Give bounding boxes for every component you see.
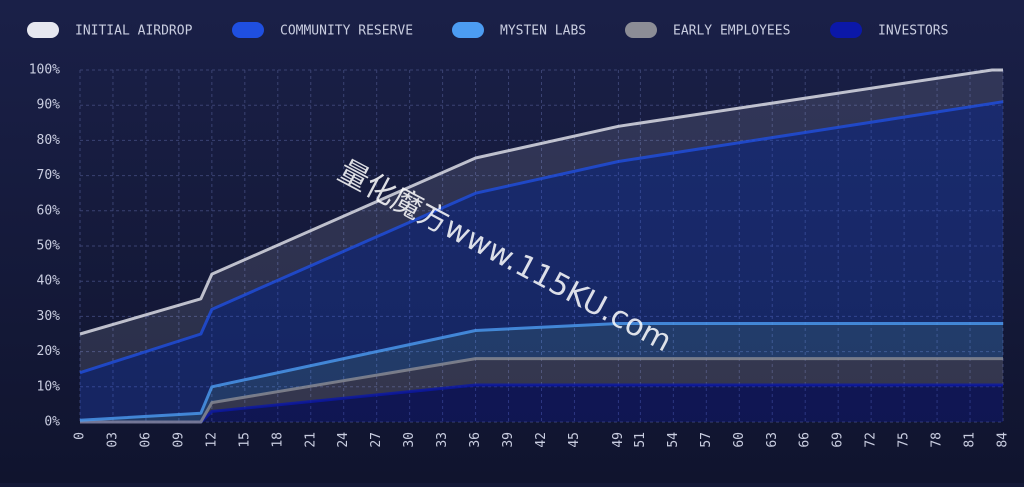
y-tick-label: 10% xyxy=(37,379,61,394)
legend-swatch xyxy=(830,22,862,38)
x-tick-label: 72 xyxy=(864,432,879,448)
legend-label: COMMUNITY RESERVE xyxy=(280,24,413,39)
x-tick-label: 21 xyxy=(303,432,318,448)
legend-swatch xyxy=(625,22,657,38)
area-band xyxy=(80,385,1003,422)
x-tick-label: 24 xyxy=(336,432,351,448)
legend-swatch xyxy=(232,22,264,38)
x-tick-label: 15 xyxy=(237,432,252,448)
x-tick-label: 36 xyxy=(468,432,483,448)
x-tick-label: 63 xyxy=(765,432,780,448)
y-tick-label: 60% xyxy=(37,203,61,218)
legend-swatch xyxy=(27,22,59,38)
y-tick-label: 20% xyxy=(37,344,61,359)
legend: INITIAL AIRDROP COMMUNITY RESERVE MYSTEN L… xyxy=(27,22,948,39)
area-band xyxy=(80,358,1003,422)
y-tick-label: 40% xyxy=(37,274,61,289)
x-tick-label: 09 xyxy=(171,432,186,448)
axes: 0% 10% 20% 30% 40% 50% 60% 70% 80% 90% 100% 0 03 06 09… xyxy=(29,63,1011,448)
y-tick-label: 90% xyxy=(37,98,61,113)
series-line xyxy=(79,100,1004,375)
x-tick-label: 78 xyxy=(930,432,945,448)
x-tick-label: 81 xyxy=(963,432,978,448)
y-tick-label: 100% xyxy=(29,63,60,78)
x-tick-label: 30 xyxy=(402,432,417,448)
series-line xyxy=(79,68,1003,336)
x-tick-label: 75 xyxy=(897,432,912,448)
legend-label: MYSTEN LABS xyxy=(500,24,586,39)
y-tick-label: 80% xyxy=(37,133,61,148)
x-tick-label: 49 xyxy=(611,432,626,448)
y-tick-label: 0% xyxy=(44,415,60,430)
grid xyxy=(79,69,1004,423)
y-tick-label: 30% xyxy=(37,309,61,324)
x-tick-label: 54 xyxy=(666,432,681,448)
x-tick-label: 51 xyxy=(633,432,648,448)
legend-label: EARLY EMPLOYEES xyxy=(673,24,790,39)
area-band xyxy=(80,101,1003,421)
x-tick-label: 84 xyxy=(996,432,1011,448)
y-tick-label: 50% xyxy=(37,239,61,254)
legend-label: INVESTORS xyxy=(878,24,948,39)
x-tick-label: 66 xyxy=(798,432,813,448)
x-tick-label: 57 xyxy=(699,432,714,448)
area-band xyxy=(80,323,1003,422)
x-tick-label: 33 xyxy=(435,432,450,448)
x-tick-label: 42 xyxy=(534,432,549,448)
x-tick-label: 60 xyxy=(732,432,747,448)
series-line xyxy=(80,357,1003,424)
legend-swatch xyxy=(452,22,484,38)
x-tick-label: 0 xyxy=(73,432,88,440)
x-tick-label: 06 xyxy=(138,432,153,448)
x-tick-label: 39 xyxy=(501,432,516,448)
y-tick-label: 70% xyxy=(37,168,61,183)
x-tick-label: 03 xyxy=(105,432,120,448)
x-tick-label: 45 xyxy=(567,432,582,448)
x-tick-label: 27 xyxy=(369,432,384,448)
x-tick-label: 69 xyxy=(831,432,846,448)
x-tick-label: 12 xyxy=(204,432,219,448)
series-line xyxy=(79,321,1003,422)
legend-label: INITIAL AIRDROP xyxy=(75,24,193,39)
x-tick-label: 18 xyxy=(270,432,285,448)
lines xyxy=(79,68,1004,424)
